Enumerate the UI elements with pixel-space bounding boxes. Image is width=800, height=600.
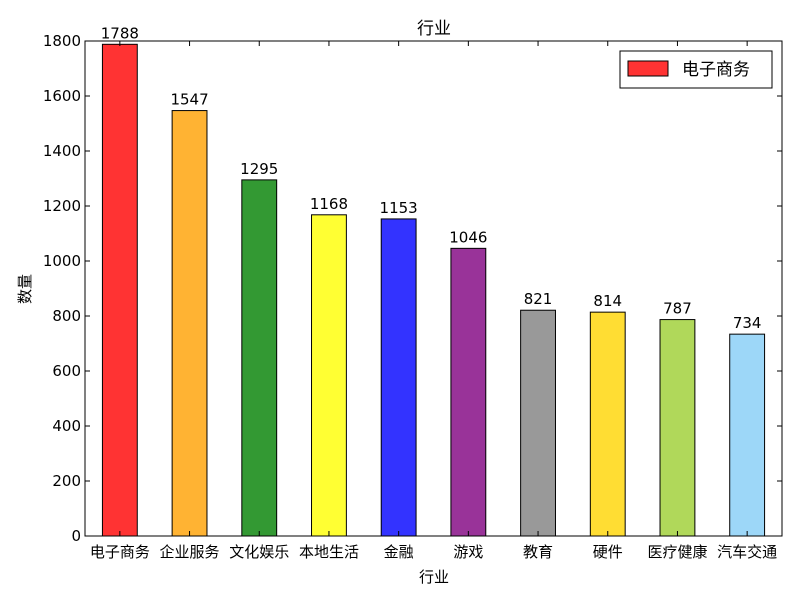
y-tick-label-0: 0 [71,527,81,545]
data-label-2: 1295 [240,160,278,178]
bar-0 [101,43,138,537]
bar-8 [659,319,696,537]
bar-6 [520,309,556,537]
data-label-5: 1046 [449,228,487,246]
y-tick-label-1: 200 [52,472,81,490]
data-label-6: 821 [524,290,553,308]
category-label-1: 企业服务 [160,543,220,561]
legend-entry: 电子商务 [682,60,750,80]
category-label-0: 电子商务 [90,543,150,561]
chart-title: 行业 [417,19,451,39]
data-label-8: 787 [663,300,692,318]
bar-2 [241,179,278,537]
bar-3 [311,214,347,537]
y-tick-label-3: 600 [52,362,81,380]
data-label-4: 1153 [380,199,418,217]
plot-frame [84,40,783,537]
bar-9 [729,333,766,537]
category-label-2: 文化娱乐 [229,543,289,561]
bar-5 [450,247,487,537]
category-label-9: 汽车交通 [717,543,777,561]
category-label-4: 金融 [384,543,414,561]
y-tick-label-5: 1000 [43,252,81,270]
bar-7 [589,311,626,537]
y-tick-label-2: 400 [52,417,81,435]
bar-1 [171,110,208,537]
data-label-1: 1547 [170,91,208,109]
y-tick-label-7: 1400 [43,142,81,160]
data-label-9: 734 [733,314,762,332]
legend-swatch [627,60,669,77]
y-tick-label-9: 1800 [43,32,81,50]
y-axis-label: 数量 [16,274,34,304]
x-axis-label: 行业 [419,568,449,586]
bar-4 [380,218,417,537]
data-label-7: 814 [593,292,622,310]
category-label-7: 硬件 [593,543,623,561]
y-tick-label-6: 1200 [43,197,81,215]
legend: 电子商务 [619,50,773,89]
category-label-5: 游戏 [453,543,483,561]
data-label-0: 1788 [101,24,139,42]
y-tick-label-4: 800 [52,307,81,325]
category-label-6: 教育 [523,543,553,561]
category-label-8: 医疗健康 [647,543,707,561]
data-label-3: 1168 [310,195,348,213]
category-label-3: 本地生活 [299,543,359,561]
y-tick-label-8: 1600 [43,87,81,105]
